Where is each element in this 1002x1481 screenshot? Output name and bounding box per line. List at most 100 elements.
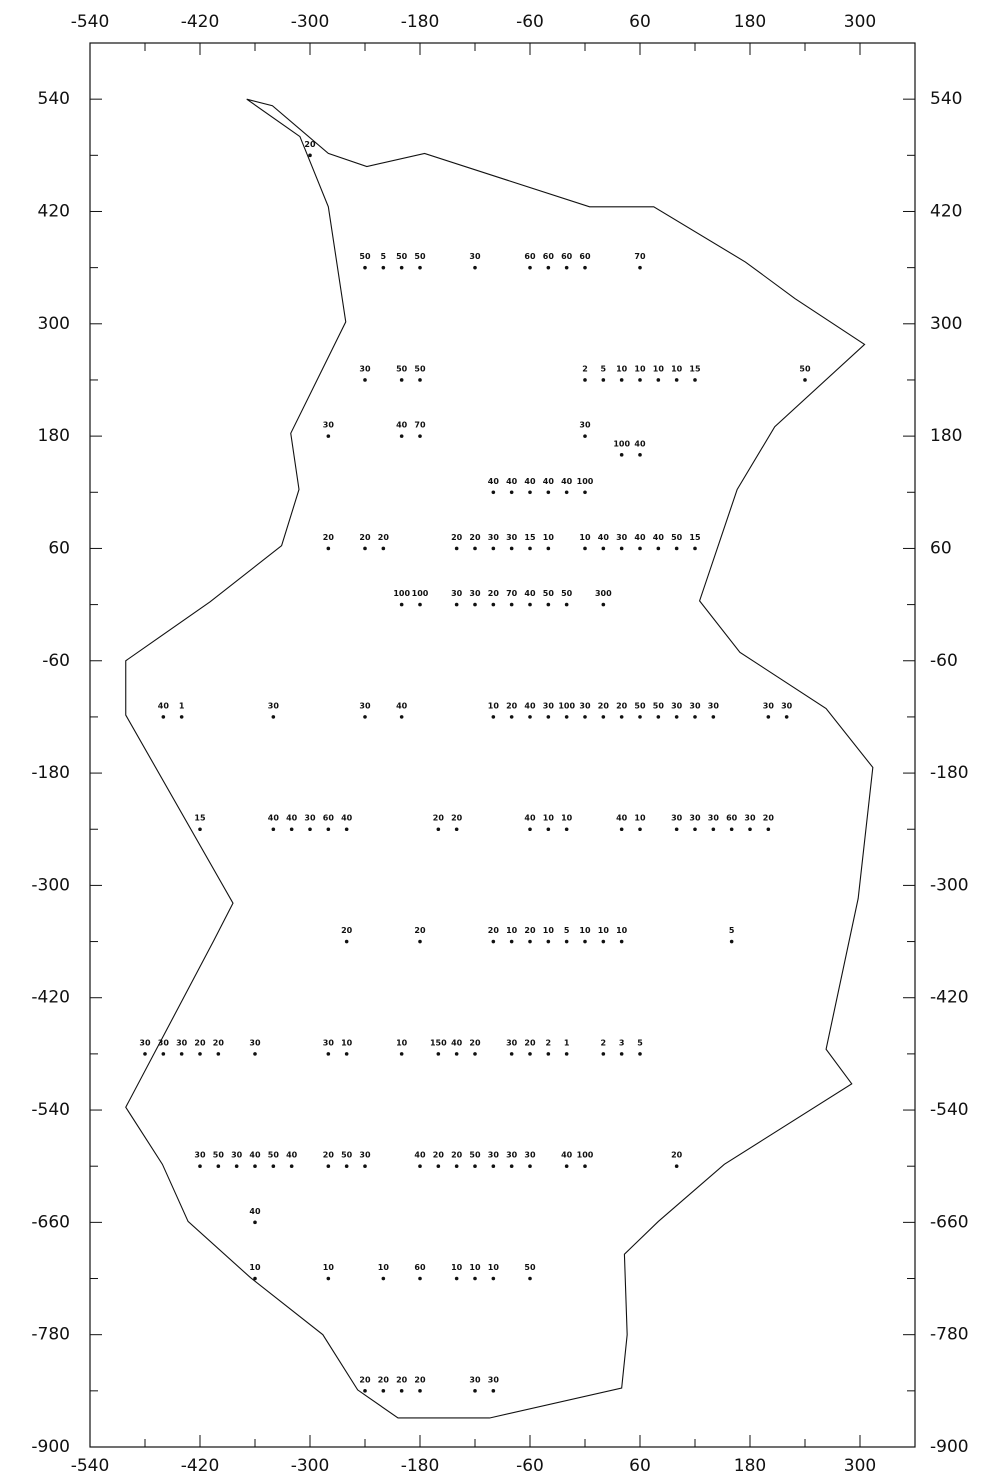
y-tick-label: -540	[930, 1100, 969, 1120]
point-label: 150	[430, 1038, 447, 1047]
point	[693, 827, 697, 832]
x-tick-label: -540	[71, 1456, 110, 1476]
point	[619, 378, 624, 382]
point-label: 5	[564, 926, 570, 935]
point	[418, 1276, 422, 1281]
point	[271, 827, 276, 832]
point	[711, 715, 716, 719]
point-label: 40	[634, 533, 646, 542]
point	[601, 378, 606, 382]
y-tick-label: 180	[930, 426, 962, 446]
point	[454, 602, 459, 607]
point-label: 70	[414, 421, 426, 430]
point-label: 10	[634, 814, 646, 823]
point	[491, 715, 496, 719]
point	[418, 378, 422, 382]
point-label: 50	[799, 364, 811, 373]
point	[271, 1164, 276, 1168]
point-label: 2	[601, 1038, 607, 1047]
point	[638, 546, 642, 551]
point-label: 20	[488, 589, 500, 598]
point-label: 10	[543, 926, 555, 935]
point-label: 30	[304, 814, 316, 823]
x-tick-label: -420	[181, 1456, 220, 1476]
point-label: 5	[637, 1038, 643, 1047]
point-label: 40	[488, 477, 500, 486]
point	[546, 546, 551, 551]
point-label: 50	[524, 1263, 536, 1272]
point	[601, 602, 606, 607]
point	[491, 1164, 496, 1168]
point-label: 10	[469, 1263, 481, 1272]
point-label: 20	[451, 1151, 463, 1160]
point	[564, 602, 569, 607]
point	[381, 1389, 386, 1393]
point	[564, 715, 569, 719]
point-label: 40	[158, 701, 170, 710]
point	[399, 378, 404, 382]
point	[546, 265, 551, 270]
point	[399, 265, 404, 270]
x-tick-label: 60	[629, 1456, 651, 1476]
point	[509, 1164, 514, 1168]
point-label: 30	[689, 814, 701, 823]
point	[528, 1052, 532, 1056]
point	[638, 265, 642, 270]
point-label: 30	[469, 252, 481, 261]
point	[528, 827, 532, 832]
point	[344, 827, 349, 832]
point	[326, 434, 331, 438]
point	[161, 715, 166, 719]
point	[656, 546, 661, 551]
point	[179, 1052, 184, 1056]
y-tick-label: -420	[31, 988, 70, 1008]
y-tick-label: -900	[930, 1437, 969, 1457]
point	[399, 1052, 404, 1056]
point	[418, 265, 422, 270]
point-label: 30	[506, 1038, 518, 1047]
point	[729, 939, 734, 944]
point-label: 50	[414, 364, 426, 373]
point-label: 30	[689, 701, 701, 710]
point-label: 40	[524, 701, 536, 710]
point-label: 10	[579, 926, 591, 935]
x-tick-label: -300	[291, 12, 330, 32]
x-tick-label: -180	[401, 12, 440, 32]
y-tick-label: -660	[31, 1212, 70, 1232]
point-label: 40	[561, 477, 573, 486]
point	[583, 265, 587, 270]
point	[363, 265, 367, 270]
point-label: 60	[414, 1263, 426, 1272]
point	[619, 453, 624, 457]
x-tick-label: -60	[516, 12, 544, 32]
point	[473, 265, 477, 270]
point-label: 10	[378, 1263, 390, 1272]
point-label: 30	[469, 589, 481, 598]
point	[399, 715, 404, 719]
point-label: 10	[323, 1263, 335, 1272]
point-label: 70	[506, 589, 518, 598]
point-label: 50	[213, 1151, 225, 1160]
point-label: 50	[396, 364, 408, 373]
point-label: 30	[708, 814, 720, 823]
point-label: 15	[689, 533, 701, 542]
point-label: 60	[524, 252, 536, 261]
point-label: 20	[524, 926, 536, 935]
point-label: 50	[359, 252, 371, 261]
point-label: 30	[579, 421, 591, 430]
point	[546, 715, 551, 719]
point	[216, 1052, 221, 1056]
point	[418, 1389, 422, 1393]
point-label: 30	[524, 1151, 536, 1160]
point-label: 2	[582, 364, 588, 373]
point-label: 50	[543, 589, 555, 598]
y-tick-label: 60	[930, 538, 952, 558]
point-label: 30	[579, 701, 591, 710]
point-label: 50	[268, 1151, 280, 1160]
point-label: 30	[506, 1151, 518, 1160]
point	[583, 1164, 587, 1168]
point-label: 20	[433, 814, 445, 823]
point-label: 30	[543, 701, 555, 710]
point-label: 10	[671, 364, 683, 373]
point	[564, 939, 569, 944]
